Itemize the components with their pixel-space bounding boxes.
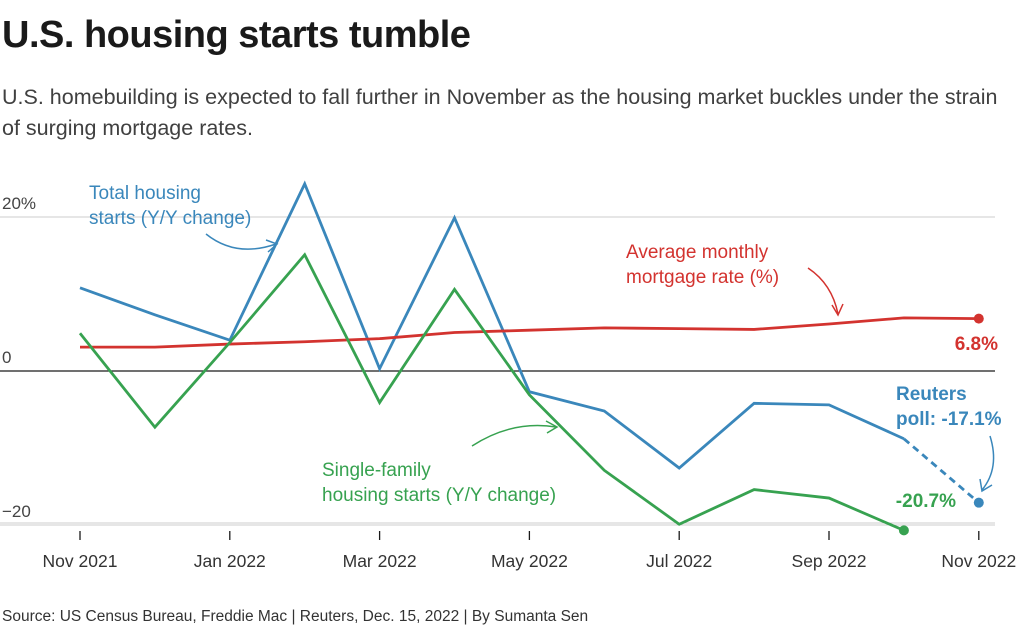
single-label-arrow [471,424,557,447]
mortgage-end-point [973,313,984,324]
y-tick-label: 20% [2,194,36,213]
poll-label-line-2: poll: -17.1% [896,409,1002,430]
single-end-label: -20.7% [896,491,956,512]
y-tick-label: 0 [2,348,11,367]
total-series-label-line-2: starts (Y/Y change) [89,208,251,229]
source-note: Source: US Census Bureau, Freddie Mac | … [2,608,589,625]
line-chart: 20% 0 −20 Nov 2021 Jan 2022 Mar 2022 May 2022… [0,180,1016,571]
x-tick-label: Jul 2022 [646,551,712,571]
gridlines [0,216,995,526]
mortgage-series-label-line-2: mortgage rate (%) [626,267,779,288]
poll-label-arrowhead [979,478,993,493]
x-tick-label: Nov 2022 [941,551,1016,571]
single-label-arrowhead [545,420,559,434]
series-lines [78,180,984,536]
chart-title: U.S. housing starts tumble [2,14,471,56]
x-tick-label: Mar 2022 [343,551,417,571]
total-series-line [79,180,905,470]
mortgage-series-line [80,316,979,349]
single-end-point [898,525,909,536]
mortgage-series-label-line-1: Average monthly [626,242,769,263]
x-axis: Nov 2021 Jan 2022 Mar 2022 May 2022 Jul 2022… [0,522,1016,571]
x-tick-label: Nov 2021 [43,551,118,571]
single-series-label-line-1: Single-family [322,460,431,481]
y-tick-label: −20 [2,502,31,521]
total-label-arrowhead [265,239,279,253]
mortgage-end-label: 6.8% [955,334,998,355]
x-tick-label: Sep 2022 [792,551,867,571]
total-forecast-line [902,437,980,504]
annotations: Total housing starts (Y/Y change) Averag… [89,183,1002,512]
total-forecast-point [973,497,984,508]
total-series-label-line-1: Total housing [89,183,201,204]
chart-subtitle: U.S. homebuilding is expected to fall fu… [2,85,998,140]
total-label-arrow [205,233,277,250]
y-axis-labels: 20% 0 −20 [2,194,36,521]
poll-label-arrow [981,435,995,491]
mortgage-label-arrow [807,267,839,315]
single-series-label-line-2: housing starts (Y/Y change) [322,485,556,506]
single-series-line [78,252,905,532]
x-tick-label: May 2022 [491,551,568,571]
mortgage-label-arrowhead [831,303,844,317]
poll-label-line-1: Reuters [896,384,967,405]
x-tick-label: Jan 2022 [194,551,266,571]
